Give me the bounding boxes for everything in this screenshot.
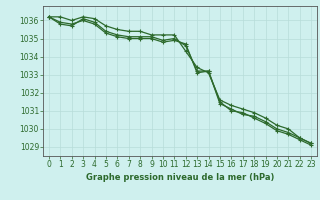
X-axis label: Graphe pression niveau de la mer (hPa): Graphe pression niveau de la mer (hPa) — [86, 173, 274, 182]
